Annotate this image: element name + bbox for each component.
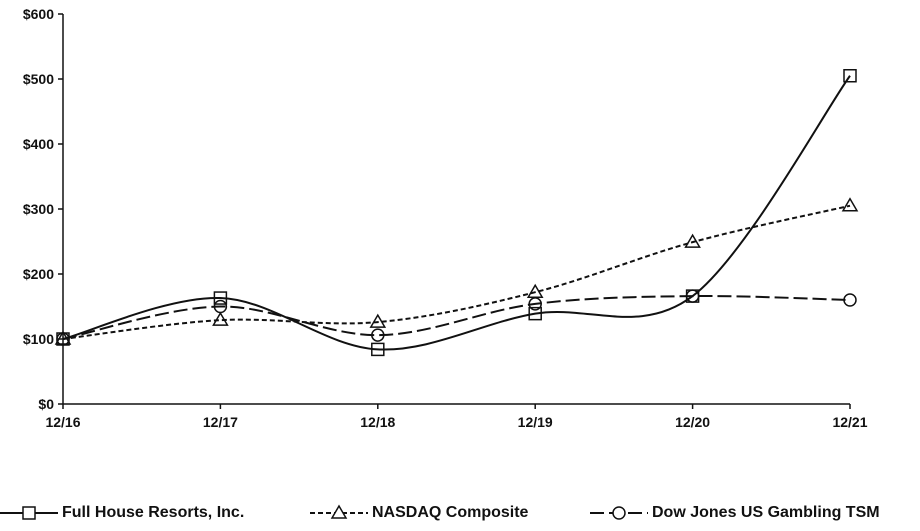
y-tick-label: $400	[23, 136, 54, 152]
data-point-circle	[213, 299, 228, 314]
data-point-square	[843, 69, 857, 83]
y-tick-label: $600	[23, 6, 54, 22]
data-point-circle	[56, 332, 70, 346]
data-point-square	[371, 342, 385, 357]
data-point-circle	[843, 293, 857, 307]
legend-swatch-square	[0, 506, 58, 520]
chart-axes: $0 $100 $200 $300 $400 $500 $600 12/16 12/17 12/1…	[23, 6, 868, 430]
data-point-triangle	[841, 197, 859, 212]
series-line-triangle	[62, 204, 851, 340]
x-tick-label: 12/20	[675, 414, 710, 430]
legend-item-full-house: Full House Resorts, Inc.	[0, 500, 244, 526]
legend-item-dow-jones: Dow Jones US Gambling TSM	[590, 500, 880, 526]
y-tick-label: $100	[23, 331, 54, 347]
series-line-circle	[62, 295, 851, 340]
legend-swatch-triangle	[310, 504, 368, 519]
legend-item-nasdaq: NASDAQ Composite	[310, 500, 528, 526]
y-tick-label: $500	[23, 71, 54, 87]
x-tick-label: 12/16	[45, 414, 80, 430]
data-point-circle	[371, 328, 385, 342]
y-tick-label: $0	[38, 396, 54, 412]
legend-label-full-house: Full House Resorts, Inc.	[62, 504, 245, 521]
data-point-square	[213, 291, 228, 305]
data-point-circle	[685, 289, 700, 303]
data-point-circle	[528, 297, 542, 311]
legend-label-nasdaq: NASDAQ Composite	[372, 504, 529, 521]
y-tick-label: $300	[23, 201, 54, 217]
legend-label-dow-jones: Dow Jones US Gambling TSM	[652, 504, 880, 521]
y-tick-label: $200	[23, 266, 54, 282]
line-chart: $0 $100 $200 $300 $400 $500 $600 12/16 12/17 12/1…	[23, 6, 868, 430]
legend-swatch-circle	[590, 506, 648, 520]
x-tick-label: 12/17	[203, 414, 238, 430]
data-point-square	[528, 306, 542, 321]
data-point-triangle	[684, 233, 701, 248]
chart-legend: Full House Resorts, Inc. NASDAQ Composit…	[0, 500, 920, 531]
x-tick-label: 12/19	[518, 414, 553, 430]
series-line-square	[62, 75, 851, 351]
series-layer	[54, 69, 859, 357]
x-tick-label: 12/18	[360, 414, 395, 430]
data-point-triangle	[212, 311, 229, 326]
x-tick-label: 12/21	[832, 414, 867, 430]
data-point-triangle	[369, 313, 387, 328]
